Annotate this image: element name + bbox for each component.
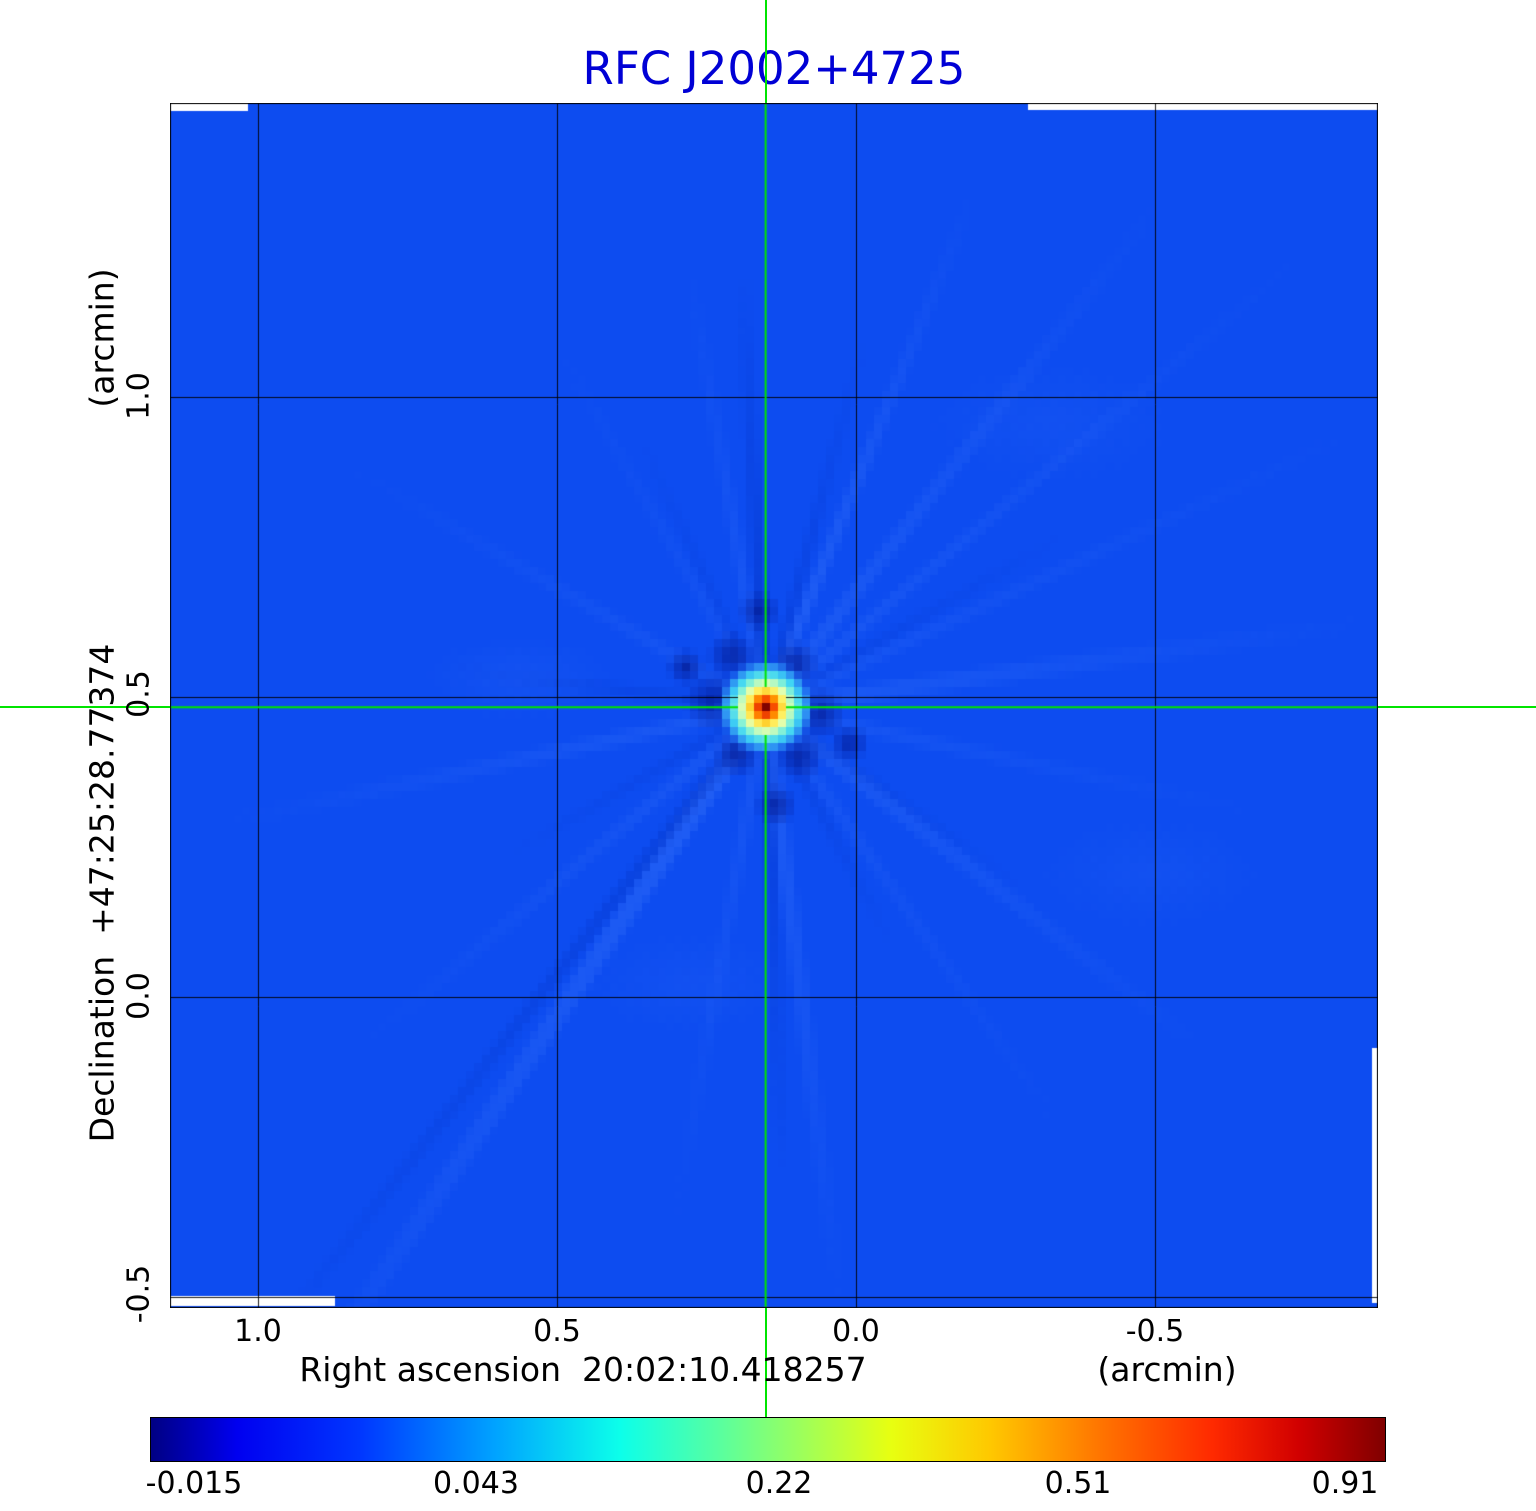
crosshair-horizontal-line (0, 706, 170, 708)
y-axis-unit-label: (arcmin) (82, 268, 122, 408)
figure-title: RFC J2002+4725 (582, 42, 966, 95)
colorbar-tick-label: 0.51 (1044, 1466, 1112, 1501)
crosshair-horizontal-line (1378, 706, 1536, 708)
crosshair-vertical-line (765, 0, 767, 103)
x-axis-title: Right ascension 20:02:10.418257 (299, 1350, 867, 1389)
y-tick-label: 0.0 (121, 972, 157, 1020)
colorbar-tick-label: 0.22 (745, 1466, 813, 1501)
colorbar-tick-label: -0.015 (145, 1466, 243, 1501)
colorbar-gradient (150, 1417, 1386, 1462)
sky-map-image (170, 103, 1378, 1308)
y-tick-label: 0.5 (121, 670, 157, 718)
x-tick-label: -0.5 (1125, 1314, 1185, 1349)
x-tick-label: 0.5 (533, 1314, 581, 1349)
colorbar-tick-label: 0.91 (1311, 1466, 1379, 1501)
x-tick-label: 1.0 (234, 1314, 282, 1349)
y-tick-label: -0.5 (121, 1264, 157, 1324)
x-tick-label: 0.0 (832, 1314, 880, 1349)
sky-map-plot (170, 103, 1378, 1308)
y-axis-title: Declination +47:25:28.77374 (82, 643, 122, 1143)
y-tick-label: 1.0 (121, 372, 157, 420)
crosshair-vertical-line (765, 1308, 767, 1423)
x-axis-unit-label: (arcmin) (1097, 1350, 1237, 1389)
colorbar-tick-label: 0.043 (433, 1466, 519, 1501)
